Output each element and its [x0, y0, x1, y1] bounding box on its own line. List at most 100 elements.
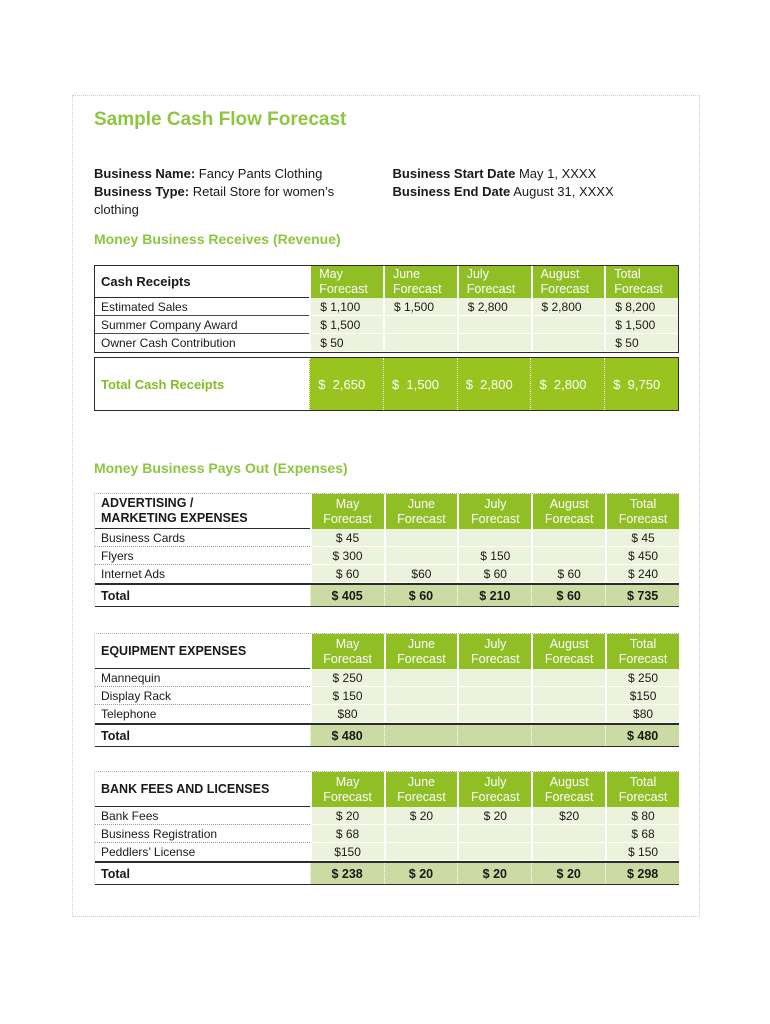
business-name-label: Business Name:	[94, 166, 196, 181]
column-header-may: May Forecast	[309, 634, 384, 669]
cell-value	[457, 825, 532, 843]
cell-value	[383, 843, 458, 861]
table-title-cash-receipts: Cash Receipts	[95, 266, 310, 298]
cell-value	[457, 705, 532, 723]
total-row-label: Total	[95, 863, 310, 884]
table-row: Summer Company Award $ 1,500 $ 1,500	[95, 316, 679, 334]
cell-value: $ 20	[309, 807, 384, 825]
row-label: Telephone	[95, 705, 310, 723]
cell-value	[457, 669, 532, 687]
table-row: Display Rack $ 150 $150	[95, 687, 679, 705]
cash-receipts-main-block: Cash Receipts May Forecast June Forecast…	[94, 265, 679, 353]
row-label: Business Registration	[95, 825, 310, 843]
cell-value	[457, 687, 532, 705]
cell-value	[383, 825, 458, 843]
business-end-date-label: Business End Date	[392, 184, 511, 199]
business-type-value: Retail Store for women’s clothing	[94, 184, 335, 217]
total-cell-value	[383, 725, 458, 746]
total-cell-value: $ 2,800	[456, 358, 531, 410]
business-info: Business Name: Fancy Pants Clothing Busi…	[94, 165, 679, 219]
table-row: Business Registration $ 68 $ 68	[95, 825, 679, 843]
cell-value: $80	[309, 705, 384, 723]
row-label: Mannequin	[95, 669, 310, 687]
table-row: Mannequin $ 250 $ 250	[95, 669, 679, 687]
table-row: Flyers $ 300 $ 150 $ 450	[95, 547, 679, 565]
cell-value	[531, 705, 606, 723]
cell-value	[530, 316, 605, 334]
column-header-august: August Forecast	[531, 494, 606, 529]
table-row: Business Cards $ 45 $ 45	[95, 529, 679, 547]
column-header-may: May Forecast	[309, 772, 384, 807]
cell-value: $ 20	[383, 807, 458, 825]
total-cell-value: $ 20	[457, 863, 532, 884]
equipment-expenses-table: EQUIPMENT EXPENSES May Forecast June For…	[94, 633, 680, 747]
cell-value: $ 250	[309, 669, 384, 687]
business-type-line: Business Type: Retail Store for women’s …	[94, 183, 361, 219]
total-cell-value: $ 9,750	[604, 358, 678, 410]
cell-value	[531, 843, 606, 861]
column-header-june: June Forecast	[383, 634, 458, 669]
section-heading-revenue: Money Business Receives (Revenue)	[94, 231, 341, 247]
table-row: Estimated Sales $ 1,100 $ 1,500 $ 2,800 …	[95, 298, 679, 316]
table-row: Telephone $80 $80	[95, 705, 679, 723]
total-row: Total $ 238 $ 20 $ 20 $ 20 $ 298	[95, 861, 680, 885]
business-info-right-column: Business Start Date May 1, XXXX Business…	[393, 165, 679, 219]
cell-value: $ 68	[605, 825, 679, 843]
total-cell-value: $ 480	[605, 725, 680, 746]
total-cell-value: $ 20	[531, 863, 606, 884]
cell-value: $ 2,800	[456, 298, 531, 316]
cell-value	[382, 334, 457, 352]
cell-value: $ 50	[309, 334, 383, 352]
total-cell-value: $ 60	[383, 585, 458, 606]
table-row: Owner Cash Contribution $ 50 $ 50	[95, 334, 679, 352]
total-row: Total $ 480 $ 480	[95, 723, 680, 747]
column-header-july: July Forecast	[457, 772, 532, 807]
total-cell-value: $ 735	[605, 585, 680, 606]
cell-value: $ 300	[309, 547, 384, 565]
cell-value	[382, 316, 457, 334]
column-header-august: August Forecast	[530, 266, 605, 298]
column-header-june: June Forecast	[382, 266, 457, 298]
row-label: Summer Company Award	[95, 316, 310, 334]
cell-value: $ 150	[457, 547, 532, 565]
total-cell-value: $ 20	[383, 863, 458, 884]
table-title-equipment: EQUIPMENT EXPENSES	[95, 634, 310, 669]
page-title: Sample Cash Flow Forecast	[94, 109, 347, 130]
cell-value: $ 1,500	[309, 316, 383, 334]
cell-value: $ 250	[605, 669, 679, 687]
cell-value: $ 450	[605, 547, 679, 565]
document-content: Sample Cash Flow Forecast Business Name:…	[73, 96, 680, 885]
cell-value	[456, 334, 531, 352]
cell-value	[457, 843, 532, 861]
section-heading-expenses: Money Business Pays Out (Expenses)	[94, 460, 348, 476]
table-header-row: Cash Receipts May Forecast June Forecast…	[95, 266, 679, 298]
column-header-june: June Forecast	[383, 772, 458, 807]
table-header-row: EQUIPMENT EXPENSES May Forecast June For…	[95, 634, 679, 669]
column-header-total: Total Forecast	[605, 634, 679, 669]
cell-value: $ 1,500	[382, 298, 457, 316]
cell-value: $ 60	[457, 565, 532, 583]
cell-value: $ 45	[309, 529, 384, 547]
row-label: Peddlers’ License	[95, 843, 310, 861]
column-header-july: July Forecast	[457, 494, 532, 529]
business-type-label: Business Type:	[94, 184, 190, 199]
cell-value: $ 8,200	[604, 298, 679, 316]
row-label: Bank Fees	[95, 807, 310, 825]
cell-value: $150	[605, 687, 679, 705]
row-label: Estimated Sales	[95, 298, 310, 316]
cash-receipts-total-block: Total Cash Receipts $ 2,650 $ 1,500 $ 2,…	[94, 357, 679, 411]
total-row-label: Total	[95, 725, 310, 746]
cell-value	[456, 316, 531, 334]
total-row-label: Total Cash Receipts	[95, 358, 310, 410]
cell-value: $ 1,500	[604, 316, 679, 334]
column-header-june: June Forecast	[383, 494, 458, 529]
table-row: Peddlers’ License $150 $ 150	[95, 843, 679, 861]
cell-value: $ 2,800	[530, 298, 605, 316]
business-start-date-line: Business Start Date May 1, XXXX	[393, 165, 679, 183]
table-title-bank-fees: BANK FEES AND LICENSES	[95, 772, 310, 807]
table-header-row: BANK FEES AND LICENSES May Forecast June…	[95, 772, 679, 807]
business-name-value: Fancy Pants Clothing	[198, 166, 323, 181]
column-header-may: May Forecast	[309, 494, 384, 529]
column-header-total: Total Forecast	[604, 266, 679, 298]
cell-value: $ 60	[531, 565, 606, 583]
